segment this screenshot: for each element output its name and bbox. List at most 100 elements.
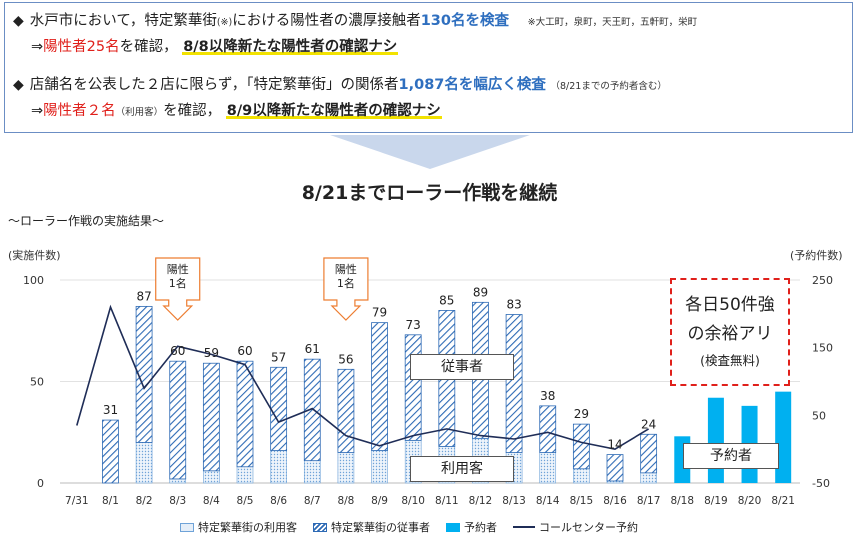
callcenter-line — [76, 304, 650, 451]
bar-total-label: 87 — [136, 289, 151, 303]
bar-employees — [202, 362, 220, 472]
y-right-title: (予約件数) — [790, 249, 843, 262]
bar-employees — [303, 358, 321, 462]
diamond-bullet-icon: ◆ — [13, 13, 24, 29]
bar-total-label: 85 — [439, 293, 454, 307]
legend-label-callcenter: コールセンター予約 — [539, 521, 638, 534]
bullet-1-line-1: ◆ 水戸市において，特定繁華街(※)における陽性者の濃厚接触者130名を検査 ※大… — [13, 9, 697, 30]
x-tick-label: 7/31 — [65, 495, 89, 507]
x-tick-label: 8/15 — [570, 495, 594, 507]
bar-employees — [337, 368, 355, 453]
bullet-2-note: （8/21までの予約者含む） — [550, 81, 667, 92]
bar-total-label: 57 — [271, 350, 286, 364]
legend-swatch-callcenter — [513, 526, 535, 528]
bar-customers — [135, 442, 153, 484]
bar-customers — [169, 478, 187, 484]
x-tick-label: 8/17 — [637, 495, 661, 507]
bar-customers — [270, 450, 287, 484]
bar-customers — [573, 468, 590, 484]
bullet-1-line-2: ⇒陽性者25名を確認， 8/8以降新たな陽性者の確認ナシ — [31, 35, 399, 56]
x-tick-label: 8/10 — [401, 495, 425, 507]
chart-subtitle: ～ローラー作戦の実施結果～ — [8, 214, 165, 228]
bar-total-label: 59 — [204, 346, 219, 360]
legend-item-callcenter: コールセンター予約 — [513, 519, 638, 535]
bar-employees — [505, 314, 523, 453]
bar-customers — [539, 452, 557, 484]
bar-customers — [640, 472, 657, 484]
positive-case-label: 陽性 — [167, 262, 189, 276]
bullet-2-positives-note: （利用客） — [115, 107, 164, 118]
bullet-1-note: ※大工町，泉町，天王町，五軒町，栄町 — [527, 17, 698, 28]
bar-employees — [236, 360, 254, 468]
x-tick-label: 8/5 — [237, 495, 254, 507]
bar-reservations — [775, 391, 792, 483]
y-right-tick-label: 150 — [812, 342, 833, 355]
bullet-1-positives: 陽性者25名 — [43, 39, 120, 55]
bar-total-label: 14 — [607, 438, 622, 452]
headline: 8/21までローラー作戦を継続 — [301, 182, 558, 204]
bullet-2-line-2: ⇒陽性者２名（利用客）を確認， 8/9以降新たな陽性者の確認ナシ — [31, 99, 442, 120]
x-tick-label: 8/8 — [337, 495, 354, 507]
y-right-tick-label: 250 — [812, 274, 833, 287]
bar-total-label: 61 — [305, 342, 320, 356]
bar-total-label: 31 — [103, 403, 118, 417]
callout-line-2: の余裕アリ — [687, 324, 773, 344]
series-tag-employees: 従事者 — [410, 354, 514, 380]
x-tick-label: 8/20 — [738, 495, 762, 507]
x-tick-label: 8/19 — [704, 495, 728, 507]
bar-total-label: 38 — [540, 389, 555, 403]
y-left-tick-label: 50 — [30, 376, 44, 389]
bullet-2-confirm: を確認， — [163, 103, 222, 119]
series-tag-customers: 利用客 — [410, 456, 514, 482]
x-tick-label: 8/4 — [203, 495, 220, 507]
bar-customers — [236, 466, 254, 484]
legend-swatch-employees — [313, 522, 327, 532]
chart-legend: 特定繁華街の利用客 特定繁華街の従事者 予約者 コールセンター予約 — [180, 519, 638, 535]
bar-total-label: 29 — [574, 407, 589, 421]
bar-employees — [606, 454, 624, 482]
arrow-icon: ⇒ — [31, 39, 44, 55]
bullet-1-note-mark: (※) — [216, 17, 233, 28]
x-tick-label: 8/11 — [435, 495, 459, 507]
bullet-1-count: 130名を検査 — [420, 13, 509, 29]
positive-case-label: 1名 — [169, 276, 187, 290]
bar-employees — [169, 360, 187, 480]
diamond-bullet-icon: ◆ — [13, 77, 24, 93]
x-tick-label: 8/6 — [270, 495, 287, 507]
legend-label-employees: 特定繁華街の従事者 — [331, 521, 430, 534]
capacity-callout: 各日50件強 の余裕アリ (検査無料) — [670, 278, 790, 386]
bar-total-label: 60 — [237, 344, 252, 358]
positive-case-arrow-icon — [323, 257, 369, 321]
legend-swatch-customers — [180, 522, 194, 532]
bar-employees — [640, 433, 658, 474]
bar-employees — [572, 423, 590, 470]
x-tick-label: 8/3 — [169, 495, 186, 507]
legend-item-customers: 特定繁華街の利用客 — [180, 519, 297, 535]
bar-customers — [203, 470, 220, 484]
bullet-2-count: 1,087名を幅広く検査 — [398, 77, 546, 93]
arrow-icon: ⇒ — [31, 103, 44, 119]
bar-total-label: 79 — [372, 306, 387, 320]
legend-swatch-reservations — [446, 522, 460, 532]
bar-customers — [303, 460, 321, 484]
bullet-2-highlight: 8/9以降新たな陽性者の確認ナシ — [225, 103, 442, 119]
bar-reservations — [707, 397, 724, 483]
bullet-2-text-a: 店舗名を公表した２店に限らず，「特定繁華街」の関係者 — [29, 77, 399, 93]
legend-item-reservations: 予約者 — [446, 519, 497, 535]
x-tick-label: 8/7 — [304, 495, 321, 507]
x-tick-label: 8/9 — [371, 495, 388, 507]
bullet-1-highlight: 8/8以降新たな陽性者の確認ナシ — [182, 39, 399, 55]
x-tick-label: 8/16 — [603, 495, 627, 507]
bar-employees — [135, 305, 153, 443]
y-left-tick-label: 0 — [37, 477, 44, 490]
bar-customers — [371, 450, 388, 484]
x-tick-label: 8/2 — [136, 495, 153, 507]
bar-employees — [270, 366, 288, 451]
bar-customers — [337, 452, 355, 484]
bar-employees — [404, 334, 422, 441]
legend-label-customers: 特定繁華街の利用客 — [198, 521, 297, 534]
bar-total-label: 24 — [641, 417, 656, 431]
bullet-1-text-b: における陽性者の濃厚接触者 — [232, 13, 421, 29]
positive-case-label: 1名 — [337, 276, 355, 290]
y-right-tick-label: -50 — [812, 477, 830, 490]
